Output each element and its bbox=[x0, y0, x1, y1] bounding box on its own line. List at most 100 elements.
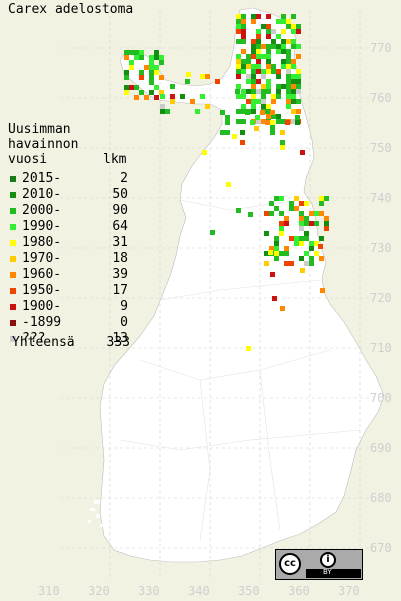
observation-square bbox=[139, 75, 144, 80]
observation-square bbox=[124, 90, 129, 95]
observation-square bbox=[186, 72, 191, 77]
observation-square bbox=[319, 201, 324, 206]
by-label: BY bbox=[323, 568, 332, 576]
observation-square bbox=[251, 19, 256, 24]
observation-square bbox=[261, 119, 266, 124]
legend-label: 2015- bbox=[22, 171, 62, 186]
observation-square bbox=[241, 109, 246, 114]
observation-squares bbox=[124, 14, 329, 351]
observation-square bbox=[296, 24, 301, 29]
observation-square bbox=[160, 94, 165, 99]
x-axis-label: 320 bbox=[88, 584, 110, 598]
observation-square bbox=[270, 110, 275, 115]
observation-square bbox=[170, 84, 175, 89]
observation-square bbox=[139, 50, 144, 55]
legend-label: 1960- bbox=[22, 267, 62, 282]
observation-square bbox=[246, 89, 251, 94]
observation-square bbox=[241, 29, 246, 34]
observation-square bbox=[220, 130, 225, 135]
observation-square bbox=[251, 104, 256, 109]
observation-square bbox=[296, 44, 301, 49]
observation-square bbox=[291, 89, 296, 94]
observation-square bbox=[271, 99, 276, 104]
observation-square bbox=[291, 79, 296, 84]
observation-square bbox=[261, 69, 266, 74]
observation-square bbox=[314, 251, 319, 256]
observation-square bbox=[266, 69, 271, 74]
observation-square bbox=[324, 226, 329, 231]
observation-square bbox=[241, 94, 246, 99]
observation-square bbox=[246, 54, 251, 59]
observation-square bbox=[289, 206, 294, 211]
observation-square bbox=[296, 29, 301, 34]
observation-square bbox=[241, 89, 246, 94]
observation-square bbox=[291, 29, 296, 34]
observation-square bbox=[299, 216, 304, 221]
legend-count: 31 bbox=[112, 235, 128, 250]
observation-square bbox=[241, 49, 246, 54]
observation-square bbox=[286, 39, 291, 44]
legend-swatch bbox=[10, 272, 16, 278]
observation-square bbox=[291, 14, 296, 19]
observation-square bbox=[256, 79, 261, 84]
observation-square bbox=[256, 119, 261, 124]
legend-label: -1899 bbox=[22, 315, 62, 330]
observation-square bbox=[241, 14, 246, 19]
observation-square bbox=[314, 211, 319, 216]
observation-square bbox=[246, 346, 251, 351]
cc-by-license-badge[interactable]: cc i BY bbox=[275, 549, 363, 580]
observation-square bbox=[276, 44, 281, 49]
legend-heading-line-3: vuosi bbox=[8, 152, 48, 167]
observation-square bbox=[264, 231, 269, 236]
observation-square bbox=[309, 241, 314, 246]
legend-swatch bbox=[10, 176, 16, 182]
observation-square bbox=[251, 39, 256, 44]
observation-square bbox=[296, 99, 301, 104]
observation-square bbox=[291, 99, 296, 104]
observation-square bbox=[270, 125, 275, 130]
observation-square bbox=[286, 104, 291, 109]
observation-square bbox=[271, 39, 276, 44]
observation-square bbox=[159, 75, 164, 80]
observation-square bbox=[320, 288, 325, 293]
observation-square bbox=[271, 64, 276, 69]
observation-square bbox=[149, 80, 154, 85]
observation-square bbox=[129, 65, 134, 70]
observation-square bbox=[324, 221, 329, 226]
observation-square bbox=[319, 236, 324, 241]
observation-square bbox=[159, 60, 164, 65]
y-axis-label: 700 bbox=[370, 391, 392, 405]
observation-square bbox=[236, 208, 241, 213]
observation-square bbox=[270, 120, 275, 125]
observation-square bbox=[274, 241, 279, 246]
observation-square bbox=[281, 64, 286, 69]
total-count: 333 bbox=[106, 335, 130, 350]
observation-square bbox=[251, 54, 256, 59]
x-axis-label: 340 bbox=[188, 584, 210, 598]
observation-square bbox=[281, 59, 286, 64]
legend-swatch bbox=[10, 240, 16, 246]
observation-square bbox=[245, 110, 250, 115]
observation-square bbox=[319, 211, 324, 216]
observation-square bbox=[309, 221, 314, 226]
observation-square bbox=[318, 244, 323, 249]
observation-square bbox=[289, 261, 294, 266]
legend-count: 39 bbox=[112, 267, 128, 282]
legend-label: 1900- bbox=[22, 299, 62, 314]
observation-square bbox=[319, 256, 324, 261]
observation-square bbox=[324, 216, 329, 221]
observation-square bbox=[279, 251, 284, 256]
observation-square bbox=[246, 74, 251, 79]
observation-square bbox=[266, 89, 271, 94]
legend-count: 9 bbox=[120, 299, 128, 314]
observation-square bbox=[295, 115, 300, 120]
observation-square bbox=[264, 261, 269, 266]
observation-square bbox=[286, 49, 291, 54]
observation-square bbox=[236, 54, 241, 59]
observation-square bbox=[284, 216, 289, 221]
observation-square bbox=[134, 85, 139, 90]
observation-square bbox=[154, 95, 159, 100]
observation-square bbox=[251, 14, 256, 19]
observation-square bbox=[160, 109, 165, 114]
